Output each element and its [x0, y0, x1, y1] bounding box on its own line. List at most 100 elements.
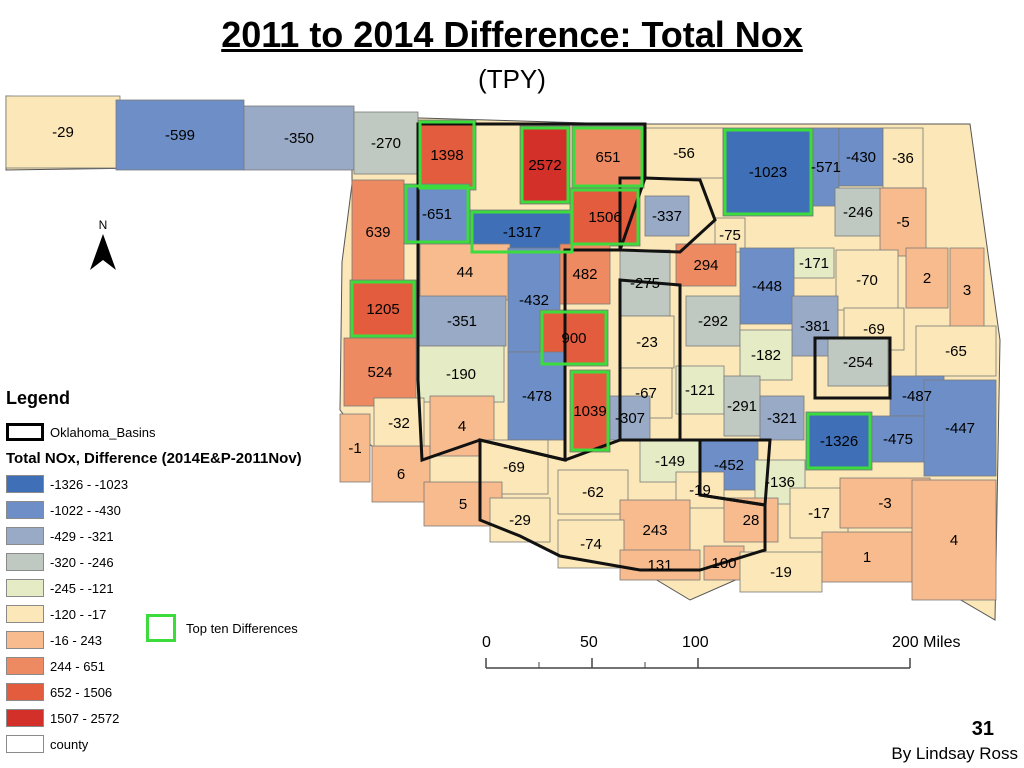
county-region — [644, 195, 690, 237]
county-value-label: -292 — [698, 313, 728, 330]
scale-label-0: 0 — [482, 634, 491, 651]
county-value-label: -32 — [388, 415, 410, 432]
county-value-label: -67 — [635, 385, 657, 402]
county-value-label: 639 — [365, 224, 390, 241]
legend-swatch — [6, 631, 44, 649]
county-region — [834, 187, 882, 237]
legend-swatch — [6, 605, 44, 623]
top-ten-swatch — [146, 614, 176, 642]
county-value-label: -487 — [902, 388, 932, 405]
county-value-label: 2572 — [528, 157, 561, 174]
legend-class-row: -1326 - -1023 — [6, 471, 366, 497]
county-value-label: 6 — [397, 466, 405, 483]
county-value-label: -430 — [846, 149, 876, 166]
county-value-label: 1039 — [573, 403, 606, 420]
legend-swatch — [6, 579, 44, 597]
county-value-label: -571 — [811, 159, 841, 176]
county-value-label: -291 — [727, 398, 757, 415]
county-region — [949, 247, 985, 333]
basin-swatch — [6, 423, 44, 441]
county-value-label: -307 — [615, 410, 645, 427]
county-region — [827, 337, 889, 387]
county-region — [838, 127, 884, 187]
county-region — [5, 95, 121, 169]
county-value-label: -270 — [371, 135, 401, 152]
county-region — [417, 119, 477, 191]
county-value-label: -3 — [878, 495, 891, 512]
top-ten-key: Top ten Differences — [146, 614, 298, 642]
county-region — [722, 127, 814, 217]
county-region — [353, 111, 419, 175]
county-value-label: -475 — [883, 431, 913, 448]
county-value-label: 131 — [647, 557, 672, 574]
north-letter: N — [98, 218, 108, 232]
legend-class-row: 244 - 651 — [6, 653, 366, 679]
county-value-label: -182 — [751, 347, 781, 364]
county-value-label: 900 — [561, 330, 586, 347]
county-region — [675, 365, 725, 415]
county-region — [911, 479, 997, 601]
scale-label-50: 50 — [580, 634, 598, 651]
county-value-label: -448 — [752, 278, 782, 295]
county-region — [559, 243, 611, 305]
county-value-label: 100 — [711, 555, 736, 572]
county-region — [351, 179, 405, 285]
county-region — [793, 247, 835, 279]
county-region — [339, 413, 371, 483]
top-ten-highlight — [520, 126, 570, 204]
top-ten-highlight — [570, 370, 610, 452]
county-value-label: 28 — [743, 512, 760, 529]
legend-field-label: Total NOx, Difference (2014E&P-2011Nov) — [6, 449, 302, 467]
legend-class-label: county — [50, 736, 89, 752]
county-value-label: -171 — [799, 255, 829, 272]
county-region — [507, 351, 567, 441]
county-value-label: -69 — [503, 459, 525, 476]
county-region — [905, 247, 949, 309]
county-value-label: -599 — [165, 127, 195, 144]
top-ten-highlight — [572, 126, 644, 188]
county-value-label: -432 — [519, 292, 549, 309]
author-credit: By Lindsay Ross — [891, 744, 1018, 763]
county-region — [557, 519, 625, 569]
top-ten-label: Top ten Differences — [186, 620, 298, 636]
county-value-label: -19 — [689, 482, 711, 499]
scale-bar: 0 50 100 200 Miles — [470, 634, 990, 674]
county-value-label: -29 — [509, 512, 531, 529]
county-region — [871, 415, 925, 463]
legend-class-row: -320 - -246 — [6, 549, 366, 575]
county-value-label: -651 — [422, 206, 452, 223]
north-arrow: N — [86, 218, 120, 277]
legend-class-row: -120 - -17 — [6, 601, 366, 627]
legend-class-row: -245 - -121 — [6, 575, 366, 601]
county-value-label: 5 — [459, 496, 467, 513]
legend-class-label: -320 - -246 — [50, 554, 114, 570]
county-region — [759, 395, 805, 441]
county-value-label: -75 — [719, 227, 741, 244]
county-value-label: -1 — [348, 440, 361, 457]
legend-class-row: -429 - -321 — [6, 523, 366, 549]
county-value-label: -36 — [892, 150, 914, 167]
top-ten-highlight — [540, 310, 608, 366]
county-region — [569, 369, 611, 453]
county-value-label: 651 — [595, 149, 620, 166]
county-value-label: -452 — [714, 457, 744, 474]
county-value-label: -1326 — [820, 433, 858, 450]
county-value-label: 4 — [458, 418, 466, 435]
legend-classes: -1326 - -1023 -1022 - -430 -429 - -321 -320… — [6, 471, 366, 757]
legend: Legend Oklahoma_Basins Total NOx, Differ… — [6, 388, 366, 757]
county-region — [882, 127, 924, 189]
legend-class-row: 652 - 1506 — [6, 679, 366, 705]
county-value-label: -23 — [636, 334, 658, 351]
legend-class-label: 1507 - 2572 — [50, 710, 120, 726]
page-number: 31 — [971, 718, 994, 740]
county-value-label: -149 — [655, 453, 685, 470]
legend-class-row: 1507 - 2572 — [6, 705, 366, 731]
county-value-label: -56 — [673, 145, 695, 162]
county-value-label: -136 — [765, 474, 795, 491]
scale-line — [485, 658, 911, 669]
top-ten-highlight — [570, 188, 640, 246]
page-subtitle: (TPY) — [478, 64, 546, 94]
county-value-label: -1317 — [503, 224, 541, 241]
county-value-label: -70 — [856, 272, 878, 289]
